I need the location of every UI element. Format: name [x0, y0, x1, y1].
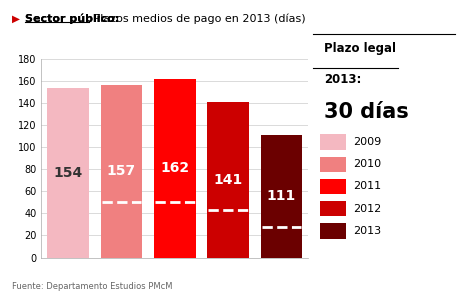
- Text: 2013: 2013: [352, 226, 380, 236]
- Text: ▶: ▶: [11, 13, 19, 23]
- Text: 2011: 2011: [352, 181, 380, 192]
- Text: 2012: 2012: [352, 204, 380, 214]
- Bar: [319, 201, 345, 216]
- Bar: [319, 134, 345, 150]
- Bar: [260, 135, 302, 258]
- Text: 2010: 2010: [352, 159, 380, 169]
- Text: 2009: 2009: [352, 137, 380, 147]
- Text: 111: 111: [266, 189, 296, 203]
- Text: 162: 162: [160, 161, 189, 175]
- Text: 2013:: 2013:: [324, 73, 361, 86]
- Bar: [101, 85, 142, 258]
- Text: Plazos medios de pago en 2013 (días): Plazos medios de pago en 2013 (días): [90, 13, 305, 24]
- Text: Sector público:: Sector público:: [25, 13, 119, 24]
- Bar: [154, 79, 195, 258]
- Bar: [47, 88, 89, 258]
- Bar: [207, 102, 248, 258]
- Text: 141: 141: [213, 173, 242, 187]
- Text: Sector público:: Sector público:: [25, 13, 119, 24]
- Text: 154: 154: [53, 166, 83, 180]
- Text: 157: 157: [106, 164, 136, 178]
- Bar: [319, 179, 345, 194]
- Text: Fuente: Departamento Estudios PMcM: Fuente: Departamento Estudios PMcM: [11, 282, 172, 291]
- Bar: [319, 157, 345, 172]
- Bar: [319, 223, 345, 239]
- Text: 30 días: 30 días: [324, 102, 408, 122]
- Text: Plazo legal: Plazo legal: [324, 42, 395, 55]
